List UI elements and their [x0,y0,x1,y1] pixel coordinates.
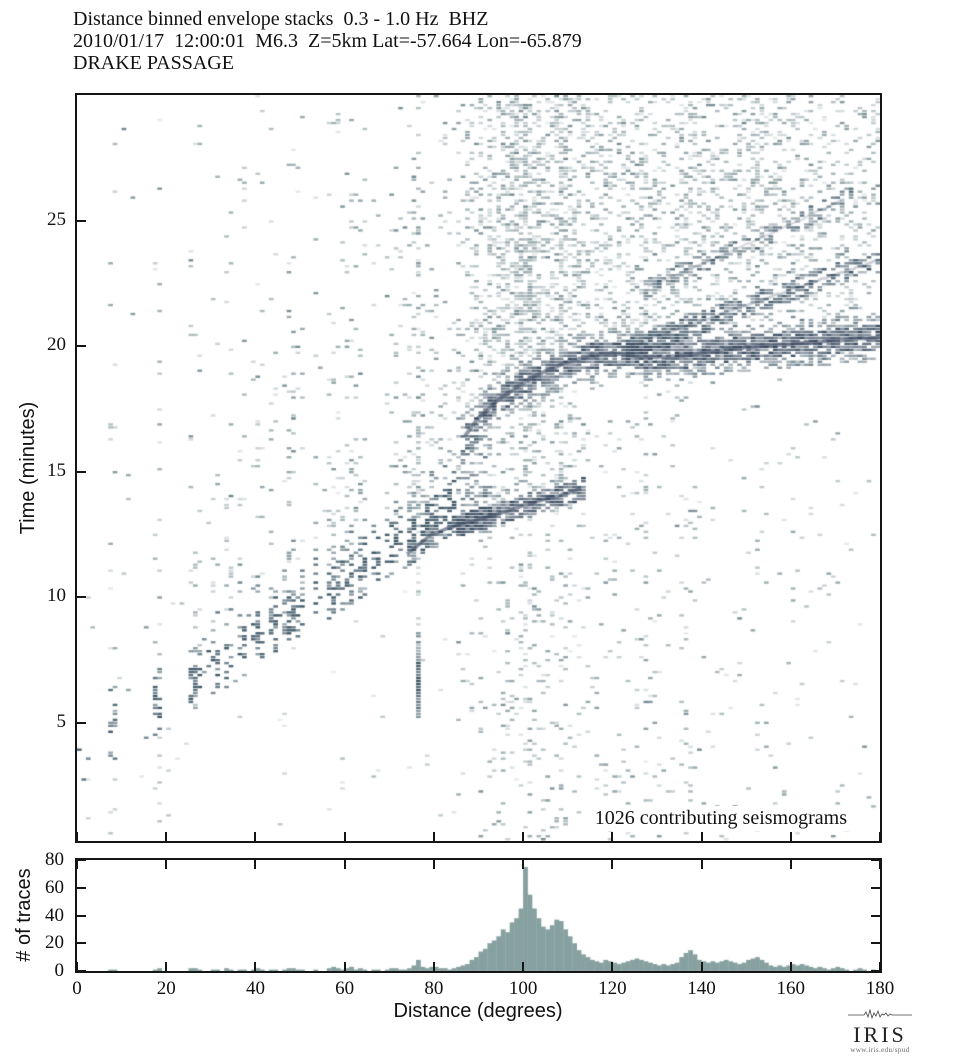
histogram-plot-frame [75,858,882,973]
main-y-tick [77,219,86,222]
main-x-tick [432,832,435,841]
hist-x-tick-bottom [254,962,257,971]
envelope-stack-heatmap [77,95,880,841]
iris-logo-url: www.iris.edu/spud [850,1046,910,1054]
hist-x-tick-label: 120 [598,978,627,999]
main-y-tick-label: 15 [47,459,66,481]
hist-y-tick-right [871,859,880,861]
figure-title-line-1: Distance binned envelope stacks 0.3 - 1.… [73,8,489,30]
contributing-seismograms-annotation: 1026 contributing seismograms [587,806,854,831]
main-x-tick [700,832,703,841]
hist-x-tick-label: 20 [156,978,176,999]
hist-x-tick-label: 0 [72,978,82,999]
iris-logo-text: IRIS [853,1022,907,1047]
main-y-tick-label: 25 [47,208,66,230]
main-x-tick [76,832,78,841]
hist-y-tick-right [871,942,880,945]
heatmap-plot-frame [75,93,882,843]
hist-y-tick-label: 20 [45,932,64,954]
hist-x-tick-bottom [343,962,346,971]
hist-y-tick-left [77,970,86,972]
hist-y-tick-label: 80 [45,849,64,870]
hist-y-tick-right [871,970,880,972]
main-y-tick [77,345,86,348]
main-x-tick [879,832,881,841]
figure-title-line-3: DRAKE PASSAGE [73,52,234,74]
hist-y-tick-left [77,859,86,861]
hist-x-tick-bottom [76,962,78,971]
hist-y-tick-left [77,942,86,945]
distance-axis-title: Distance (degrees) [393,1000,563,1022]
hist-y-tick-left [77,886,86,889]
hist-x-tick-label: 60 [335,978,355,999]
hist-y-tick-label: 40 [45,904,64,926]
hist-y-tick-label: 60 [45,876,64,898]
hist-x-tick-bottom [700,962,703,971]
hist-x-tick-label: 140 [687,978,716,999]
hist-x-tick-top [254,860,257,869]
hist-x-tick-label: 80 [424,978,444,999]
hist-x-tick-bottom [432,962,435,971]
hist-x-tick-top [879,860,881,869]
hist-x-tick-label: 180 [865,978,895,999]
seismogram-squiggle-icon [848,1008,912,1020]
main-x-tick [789,832,792,841]
hist-x-tick-bottom [879,962,881,971]
hist-y-tick-right [871,886,880,889]
hist-x-tick-label: 100 [508,978,538,999]
hist-x-tick-bottom [165,962,168,971]
hist-y-tick-right [871,914,880,917]
main-y-tick [77,470,86,473]
hist-x-tick-top [700,860,703,869]
hist-x-tick-bottom [789,962,792,971]
hist-x-tick-label: 40 [245,978,265,999]
hist-x-tick-top [522,860,525,869]
main-y-tick [77,721,86,724]
iris-logo: IRIS www.iris.edu/spud [828,1008,932,1054]
main-x-tick [254,832,257,841]
hist-x-tick-top [76,860,78,869]
main-x-tick [165,832,168,841]
main-y-tick-label: 10 [47,585,66,607]
hist-x-tick-top [611,860,614,869]
main-y-tick-label: 20 [47,334,66,356]
hist-x-tick-label: 160 [776,978,806,999]
hist-y-tick-label: 0 [54,960,65,981]
main-x-tick [343,832,346,841]
hist-x-tick-top [789,860,792,869]
main-x-tick [611,832,614,841]
figure-title-line-2: 2010/01/17 12:00:01 M6.3 Z=5km Lat=-57.6… [73,30,582,52]
hist-y-tick-left [77,914,86,917]
hist-x-tick-bottom [611,962,614,971]
hist-x-tick-top [432,860,435,869]
main-x-tick [522,832,525,841]
hist-x-tick-top [343,860,346,869]
main-y-tick-label: 5 [56,710,67,732]
trace-count-histogram [77,860,880,971]
hist-x-tick-top [165,860,168,869]
hist-x-tick-bottom [522,962,525,971]
main-y-tick [77,596,86,599]
